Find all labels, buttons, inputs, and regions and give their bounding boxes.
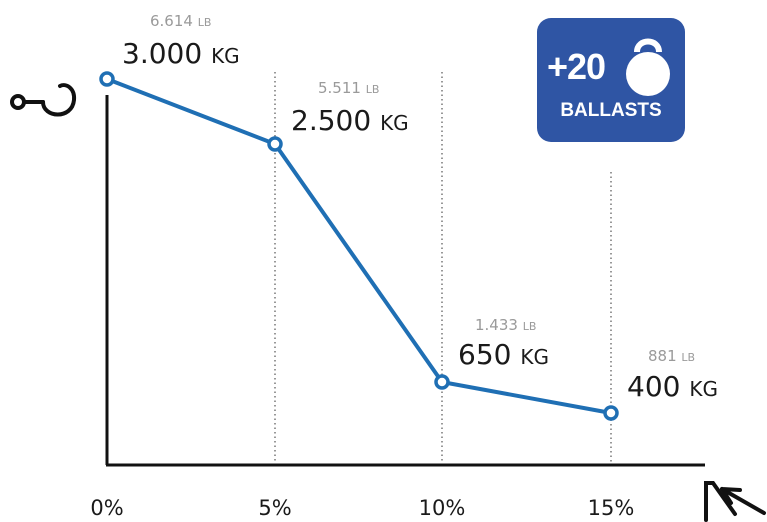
- kettlebell-icon: [626, 38, 670, 96]
- lb-label-15%: 881 LB: [648, 347, 695, 365]
- lb-label-5%: 5.511 LB: [318, 79, 379, 97]
- kg-unit: KG: [520, 345, 549, 369]
- x-tick-10%: 10%: [419, 496, 466, 520]
- lb-label-10%: 1.433 LB: [475, 316, 536, 334]
- kg-unit: KG: [380, 111, 409, 135]
- lb-unit: LB: [681, 351, 695, 364]
- lb-label-0%: 6.614 LB: [150, 12, 211, 30]
- lb-unit: LB: [198, 16, 212, 29]
- lb-unit: LB: [366, 83, 380, 96]
- kg-unit: KG: [211, 44, 240, 68]
- x-tick-5%: 5%: [258, 496, 291, 520]
- kg-value: 2.500: [291, 104, 380, 137]
- x-tick-15%: 15%: [588, 496, 635, 520]
- slope-arrow-icon: [704, 481, 766, 522]
- data-point-0%: [99, 71, 115, 87]
- kg-value: 650: [458, 338, 520, 371]
- data-point-10%: [434, 374, 450, 390]
- hook-icon: [10, 83, 77, 117]
- kg-unit: KG: [689, 377, 718, 401]
- lb-unit: LB: [523, 320, 537, 333]
- lb-value: 881: [648, 347, 681, 365]
- x-tick-0%: 0%: [90, 496, 123, 520]
- kg-label-10%: 650 KG: [458, 338, 549, 371]
- badge-label: BALLASTS: [560, 100, 662, 121]
- kg-value: 3.000: [122, 37, 211, 70]
- lb-value: 6.614: [150, 12, 198, 30]
- kg-label-5%: 2.500 KG: [291, 104, 409, 137]
- data-point-5%: [267, 136, 283, 152]
- ballast-badge: +20 BALLASTS: [537, 18, 685, 142]
- series-line: [106, 77, 612, 415]
- lb-value: 1.433: [475, 316, 523, 334]
- x-tick-labels: 0% 5% 10% 15%: [90, 496, 634, 520]
- kg-label-0%: 3.000 KG: [122, 37, 240, 70]
- badge-count: +20: [547, 46, 606, 87]
- kg-value: 400: [627, 370, 689, 403]
- data-points: [99, 71, 619, 421]
- data-point-15%: [603, 405, 619, 421]
- lb-value: 5.511: [318, 79, 366, 97]
- kg-label-15%: 400 KG: [627, 370, 718, 403]
